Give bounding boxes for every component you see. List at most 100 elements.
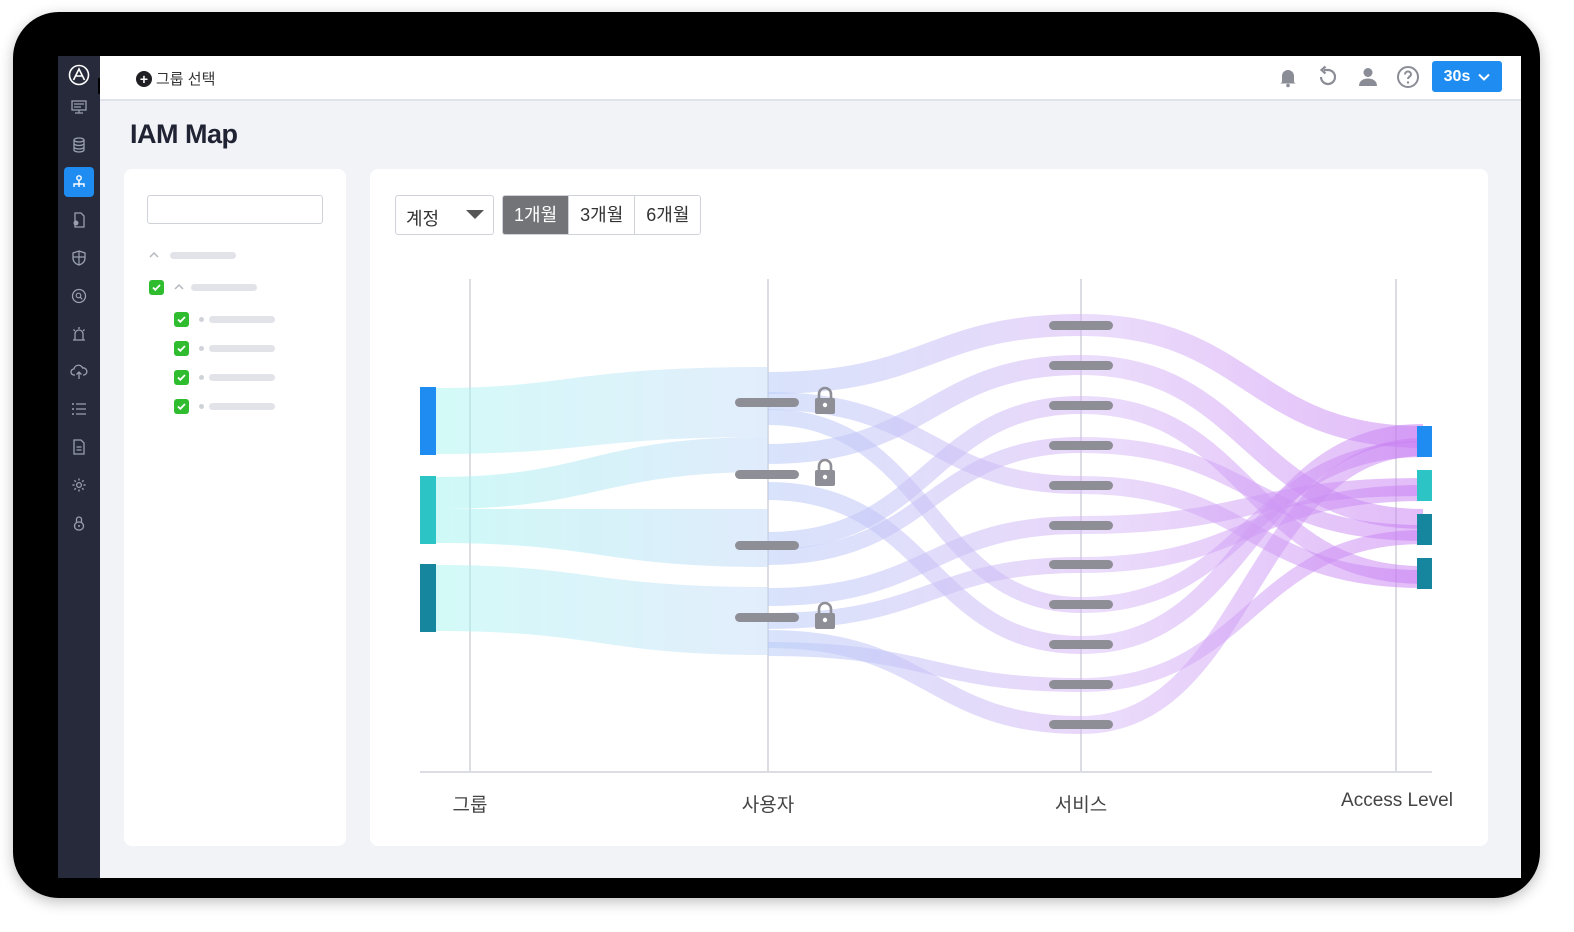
report-icon[interactable] <box>64 432 94 462</box>
monitor-icon[interactable] <box>64 92 94 122</box>
bullet-icon <box>199 316 204 322</box>
lock-icon[interactable] <box>64 508 94 538</box>
settings-icon[interactable] <box>64 470 94 500</box>
flow-link <box>1080 424 1424 654</box>
tree-root-label <box>170 251 236 259</box>
service-node[interactable] <box>1049 560 1113 569</box>
search-circle-icon[interactable] <box>64 281 94 311</box>
service-node[interactable] <box>1049 401 1113 410</box>
check-icon <box>177 315 186 323</box>
checkbox[interactable] <box>174 340 189 356</box>
access-level-node[interactable] <box>1417 558 1432 589</box>
group-node[interactable] <box>420 564 436 632</box>
service-access-flows <box>1080 314 1424 734</box>
flow-link <box>1080 314 1424 448</box>
flow-link <box>1080 438 1424 734</box>
access-level-node[interactable] <box>1417 426 1432 457</box>
chevron-down-icon <box>1478 73 1491 81</box>
bell-icon[interactable] <box>1276 65 1300 89</box>
tree-item-label <box>209 402 275 410</box>
logo-icon[interactable] <box>68 64 90 86</box>
document-user-icon[interactable] <box>64 205 94 235</box>
alert-siren-icon[interactable] <box>64 319 94 349</box>
iam-map-panel: 계정 1개월 3개월 6개월 <box>370 169 1488 846</box>
flow-link <box>767 516 1082 606</box>
tree-item[interactable] <box>174 369 275 385</box>
period-toggle: 1개월 3개월 6개월 <box>502 195 702 235</box>
refresh-icon[interactable] <box>1316 65 1340 89</box>
chevron-up-icon[interactable] <box>148 249 160 261</box>
lock-icon <box>815 386 835 414</box>
refresh-interval-select[interactable]: 30s <box>1432 61 1502 92</box>
tree-item-label <box>209 315 275 323</box>
user-node[interactable] <box>735 470 799 479</box>
flow-link <box>436 437 768 509</box>
user-node[interactable] <box>735 398 799 407</box>
user-icon[interactable] <box>1356 65 1380 89</box>
sankey-chart <box>420 279 1432 773</box>
flow-link <box>1080 355 1424 529</box>
database-icon[interactable] <box>64 130 94 160</box>
tree-root[interactable] <box>148 247 236 263</box>
flow-link <box>767 314 1082 394</box>
bullet-icon <box>199 403 204 409</box>
service-nodes <box>1049 321 1113 729</box>
list-icon[interactable] <box>64 394 94 424</box>
tree-search-input[interactable] <box>147 195 323 224</box>
shield-icon[interactable] <box>64 243 94 273</box>
service-node[interactable] <box>1049 361 1113 370</box>
group-tree-panel <box>124 169 346 846</box>
service-node[interactable] <box>1049 481 1113 490</box>
service-node[interactable] <box>1049 680 1113 689</box>
access-level-node[interactable] <box>1417 514 1432 545</box>
period-1-month[interactable]: 1개월 <box>503 196 570 234</box>
column-label-user: 사용자 <box>741 795 795 816</box>
checkbox[interactable] <box>174 369 189 385</box>
checkbox[interactable] <box>174 398 189 414</box>
flow-link <box>767 396 1082 550</box>
tree-item[interactable] <box>174 311 275 327</box>
user-service-flows <box>767 314 1082 734</box>
column-label-group: 그룹 <box>452 795 488 816</box>
user-node[interactable] <box>735 541 799 550</box>
service-node[interactable] <box>1049 521 1113 530</box>
dimension-select-value: 계정 <box>406 209 440 229</box>
check-icon <box>177 402 186 410</box>
check-icon <box>152 283 161 291</box>
service-node[interactable] <box>1049 441 1113 450</box>
column-label-access-level: Access Level <box>1341 790 1453 811</box>
chevron-up-icon[interactable] <box>173 281 185 293</box>
column-label-service: 서비스 <box>1054 795 1108 816</box>
tree-item[interactable] <box>174 340 275 356</box>
dimension-select[interactable]: 계정 <box>395 195 494 235</box>
service-node[interactable] <box>1049 720 1113 729</box>
group-user-flows <box>436 367 768 655</box>
group-select-button[interactable]: + 그룹 선택 <box>136 68 215 89</box>
help-icon[interactable] <box>1396 65 1420 89</box>
service-node[interactable] <box>1049 321 1113 330</box>
service-node[interactable] <box>1049 600 1113 609</box>
flow-link <box>1080 437 1424 541</box>
flow-link <box>767 630 1082 734</box>
tree-item[interactable] <box>174 398 275 414</box>
user-node[interactable] <box>735 613 799 622</box>
tree-item-label <box>209 344 275 352</box>
tree-group[interactable] <box>149 279 257 295</box>
flow-link <box>767 355 1082 464</box>
checkbox[interactable] <box>149 279 164 295</box>
service-node[interactable] <box>1049 640 1113 649</box>
flow-link <box>767 437 1082 565</box>
period-3-months[interactable]: 3개월 <box>569 196 636 234</box>
flow-link <box>436 367 768 454</box>
checkbox[interactable] <box>174 311 189 327</box>
cloud-upload-icon[interactable] <box>64 357 94 387</box>
period-6-months[interactable]: 6개월 <box>635 196 701 234</box>
lock-icon <box>815 601 835 629</box>
group-node[interactable] <box>420 387 436 455</box>
group-node[interactable] <box>420 476 436 544</box>
flow-link <box>767 409 1082 613</box>
check-icon <box>177 373 186 381</box>
access-level-node[interactable] <box>1417 470 1432 501</box>
flow-link <box>436 565 768 655</box>
iam-map-icon[interactable] <box>64 167 94 197</box>
